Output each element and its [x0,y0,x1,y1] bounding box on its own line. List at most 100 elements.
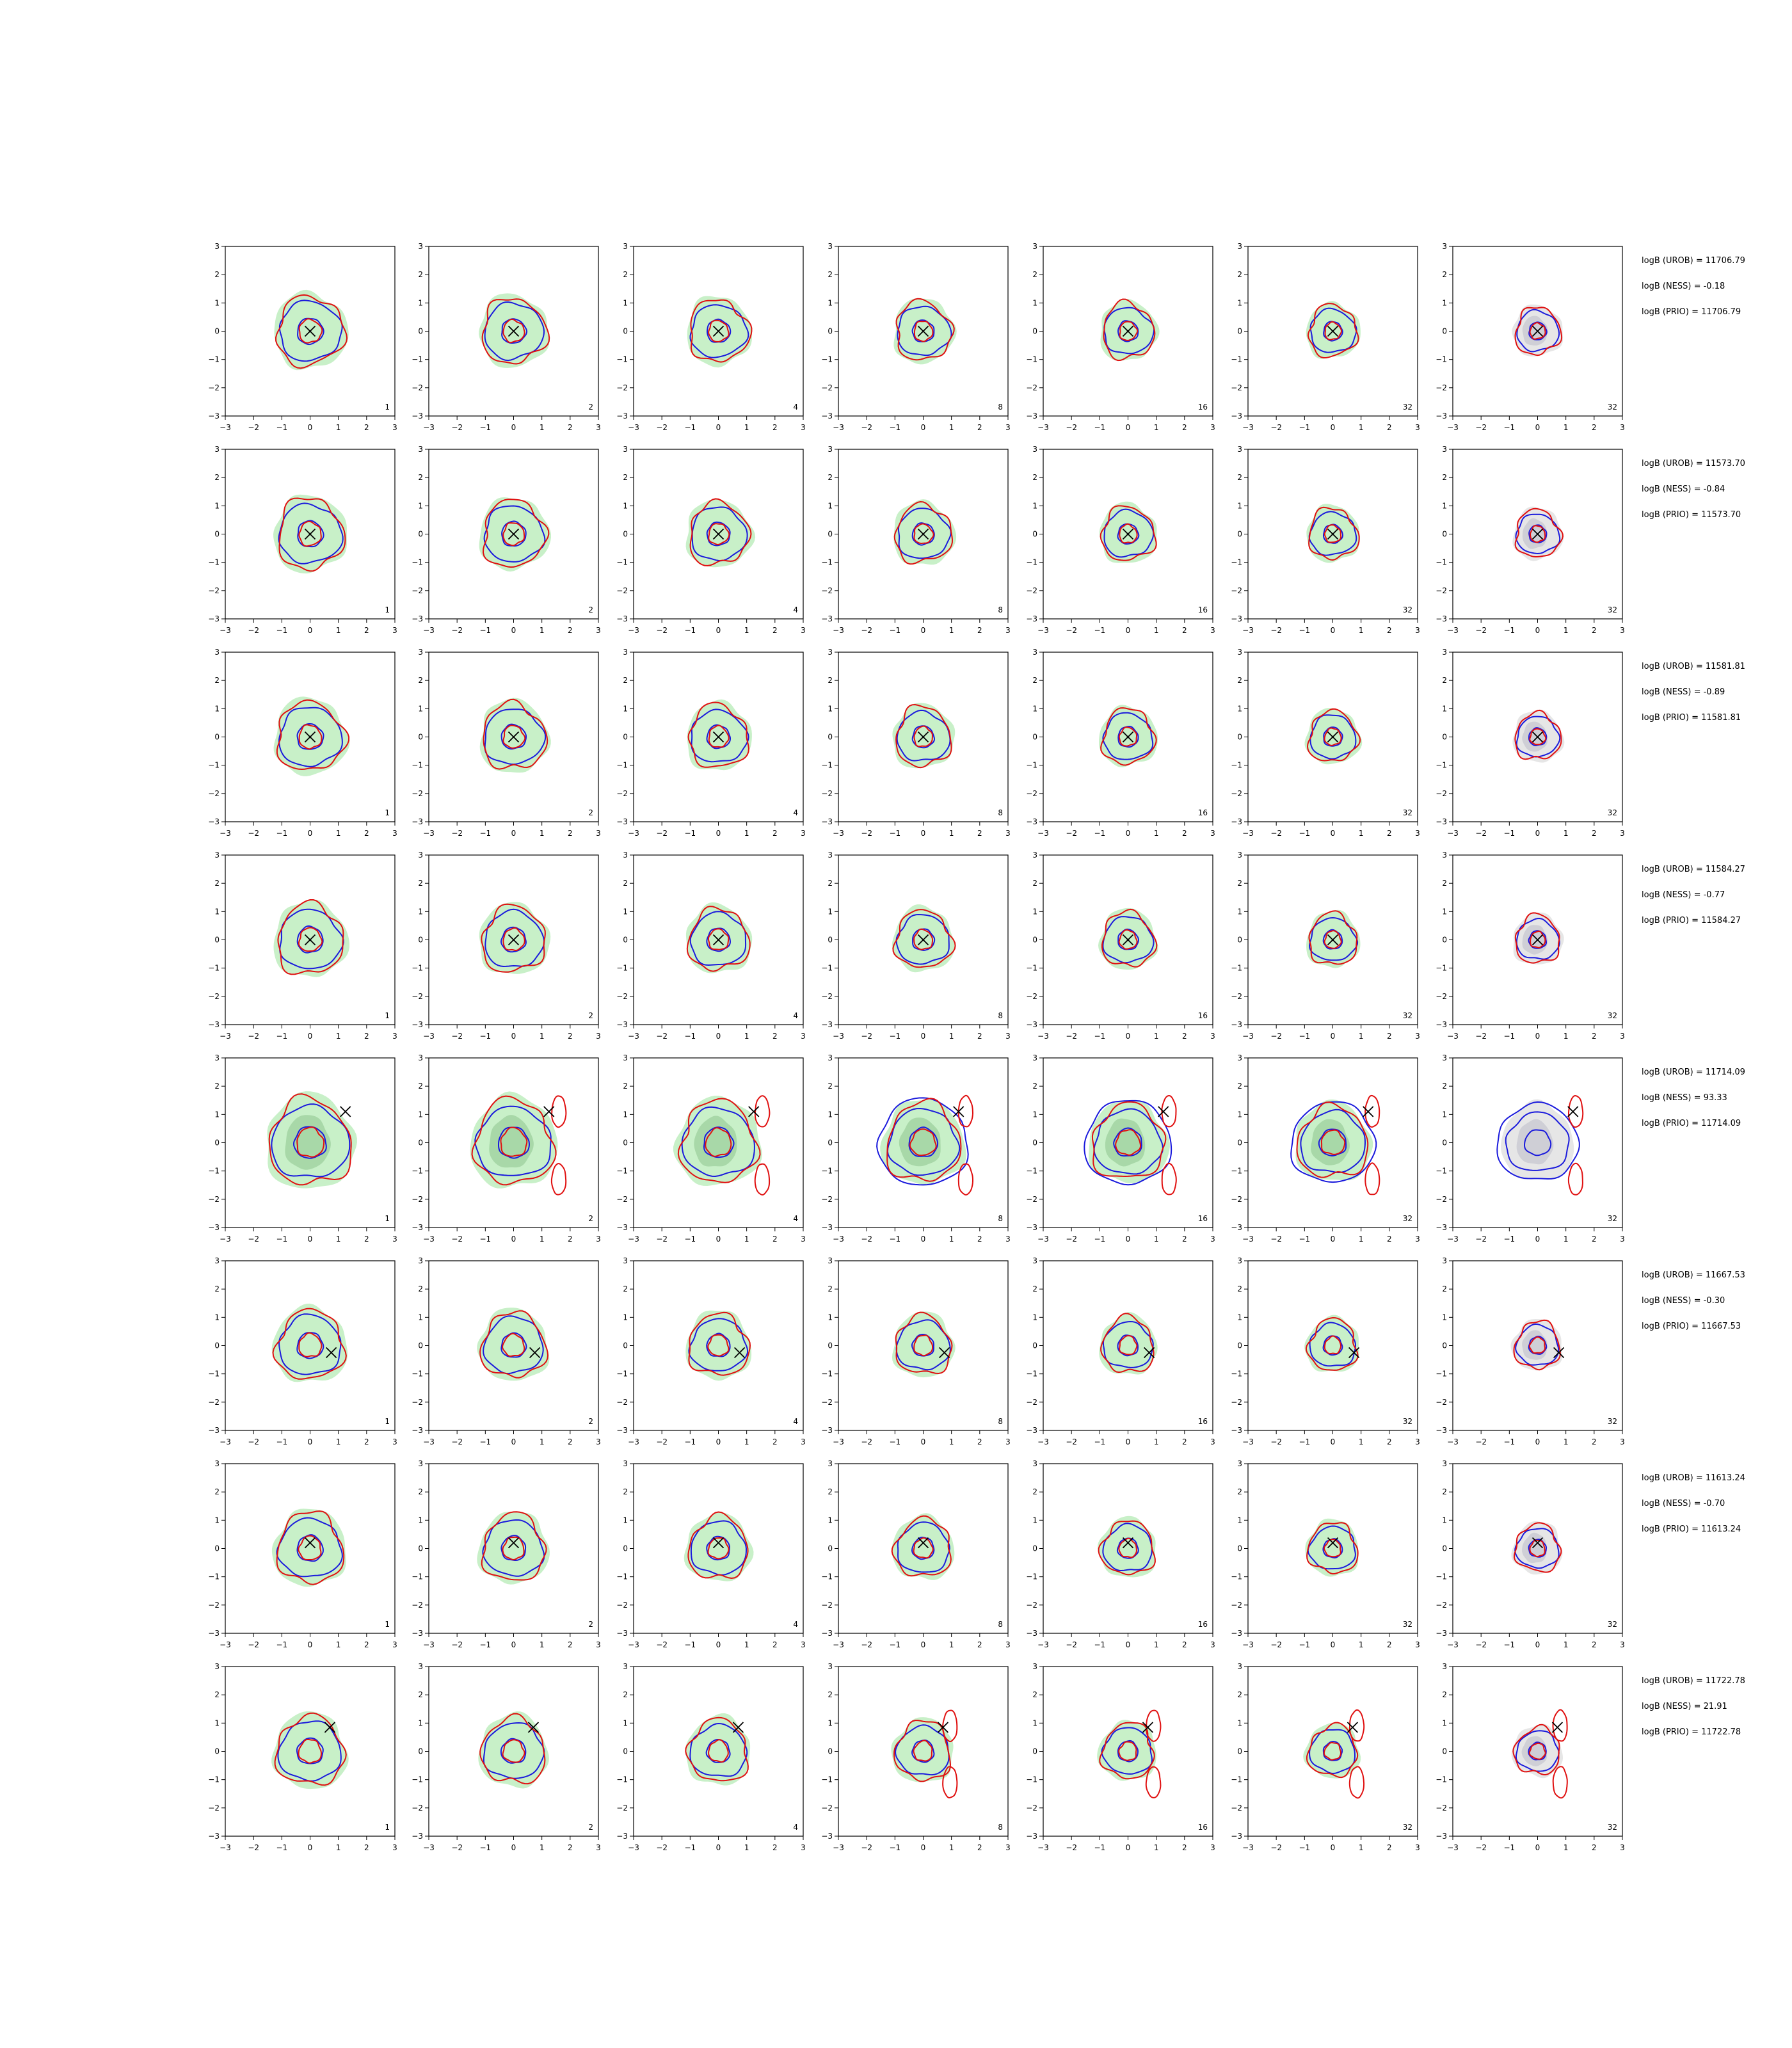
x-tick-label: −1 [889,1032,900,1041]
x-tick-label: −2 [1475,1032,1487,1041]
x-tick-label: −2 [248,1843,259,1852]
blue-contour-outer [689,911,747,966]
y-tick-label: −3 [208,1832,220,1841]
panel-count-label: 16 [1198,403,1208,412]
x-tick-label: 1 [1154,1640,1159,1649]
x-tick-label: 2 [1592,423,1597,432]
true-value-marker [917,731,929,743]
x-tick-label: −3 [220,626,231,635]
y-tick-label: 1 [418,1313,423,1322]
x-tick-label: −1 [1503,1032,1515,1041]
red-contour-outer [1514,508,1564,558]
y-tick-label: −2 [1026,789,1037,798]
x-tick-label: 3 [1620,829,1625,838]
y-tick-label: −2 [821,1398,833,1407]
y-tick-label: −1 [616,964,628,973]
x-tick-label: 1 [336,1235,341,1244]
x-tick-label: −2 [861,1437,872,1446]
y-tick-label: −3 [821,1426,833,1435]
panel-contours [1511,1521,1563,1575]
panel-count-label: 32 [1608,403,1617,412]
y-tick-label: 1 [418,704,423,713]
y-tick-label: 2 [828,676,833,685]
x-tick-label: 0 [921,423,926,432]
x-tick-label: −1 [889,423,900,432]
true-value-marker [1553,1347,1565,1359]
panel-contours [687,699,752,771]
red-contour-outer [1098,1520,1156,1576]
panel-contours [1304,1315,1359,1372]
x-tick-label: −1 [276,829,287,838]
x-tick-label: −1 [276,423,287,432]
red-contour-outer [1100,505,1157,561]
red-contour-outer [268,1093,352,1186]
x-tick-label: 1 [1359,626,1364,635]
y-tick-label: −2 [1436,1398,1447,1407]
x-tick-label: 2 [1182,1437,1187,1446]
x-tick-label: −2 [248,1640,259,1649]
y-tick-label: 1 [214,1313,220,1322]
y-tick-label: 3 [828,648,833,657]
y-tick-label: −3 [1436,1832,1447,1841]
x-tick-label: −3 [628,1437,639,1446]
y-tick-label: 3 [1032,851,1037,860]
x-tick-label: −2 [451,423,463,432]
red-contour-inner [1119,321,1139,341]
y-tick-label: −1 [412,1775,423,1784]
y-tick-label: 1 [1237,907,1242,916]
x-tick-label: −2 [656,1843,668,1852]
x-tick-label: 3 [1620,1437,1625,1446]
panel-contours [1084,1094,1177,1196]
y-tick-label: 2 [1237,1487,1242,1496]
y-tick-label: 2 [828,1690,833,1699]
y-tick-label: −1 [412,558,423,567]
red-contour-outer [689,498,752,566]
y-tick-label: 3 [1237,648,1242,657]
row-stat-2: logB (NESS) = -0.77 [1642,890,1725,900]
red-contour-inner [708,724,730,748]
red-mode-lower [1145,1766,1162,1798]
x-tick-label: 1 [1564,1843,1569,1852]
true-value-marker [1327,934,1339,946]
density-fill [685,499,756,568]
y-tick-label: 0 [1442,1341,1447,1350]
red-contour-inner [1324,1335,1342,1355]
y-tick-label: −3 [821,614,833,623]
blue-contour-outer [276,1517,343,1578]
panel-count-label: 16 [1198,1417,1208,1426]
y-tick-label: 1 [418,1718,423,1727]
y-tick-label: 2 [418,1487,423,1496]
x-tick-label: 3 [1005,1437,1011,1446]
panel-contours [892,904,956,973]
x-tick-label: 1 [744,829,749,838]
red-contour-outer [895,703,952,769]
y-tick-label: −2 [1231,789,1242,798]
panel-r1-c7: −3 −2 −1 0 1 2 3 −3 −2 −1 0 1 2 3 32 [1436,242,1625,432]
y-tick-label: 2 [214,473,220,482]
x-tick-label: −2 [1270,423,1282,432]
blue-contour-outer [278,502,344,564]
red-contour-inner [298,1535,322,1560]
x-tick-label: 0 [511,1437,516,1446]
x-tick-label: 0 [1331,1640,1336,1649]
blue-contour-inner [1323,524,1343,544]
x-tick-label: 0 [1331,626,1336,635]
panel-count-label: 8 [998,1214,1003,1223]
y-tick-label: 0 [828,1341,833,1350]
x-tick-label: −2 [1066,1640,1077,1649]
y-tick-label: 0 [1237,1544,1242,1553]
y-tick-label: −3 [1436,1426,1447,1435]
y-tick-label: 2 [214,676,220,685]
true-value-marker [1158,1106,1169,1117]
y-tick-label: −1 [1231,761,1242,770]
x-tick-label: −2 [1066,1235,1077,1244]
x-tick-label: −1 [1503,1843,1515,1852]
red-mode-upper [942,1709,958,1743]
x-tick-label: −2 [1475,1235,1487,1244]
red-mode-lower [550,1163,567,1196]
panel-r4-c2: −3 −2 −1 0 1 2 3 −3 −2 −1 0 1 2 3 2 [412,851,601,1041]
x-tick-label: 2 [1182,1640,1187,1649]
true-value-marker [1327,528,1339,540]
panel-r6-c5: −3 −2 −1 0 1 2 3 −3 −2 −1 0 1 2 3 16 [1026,1256,1215,1446]
y-tick-label: −2 [1231,992,1242,1001]
